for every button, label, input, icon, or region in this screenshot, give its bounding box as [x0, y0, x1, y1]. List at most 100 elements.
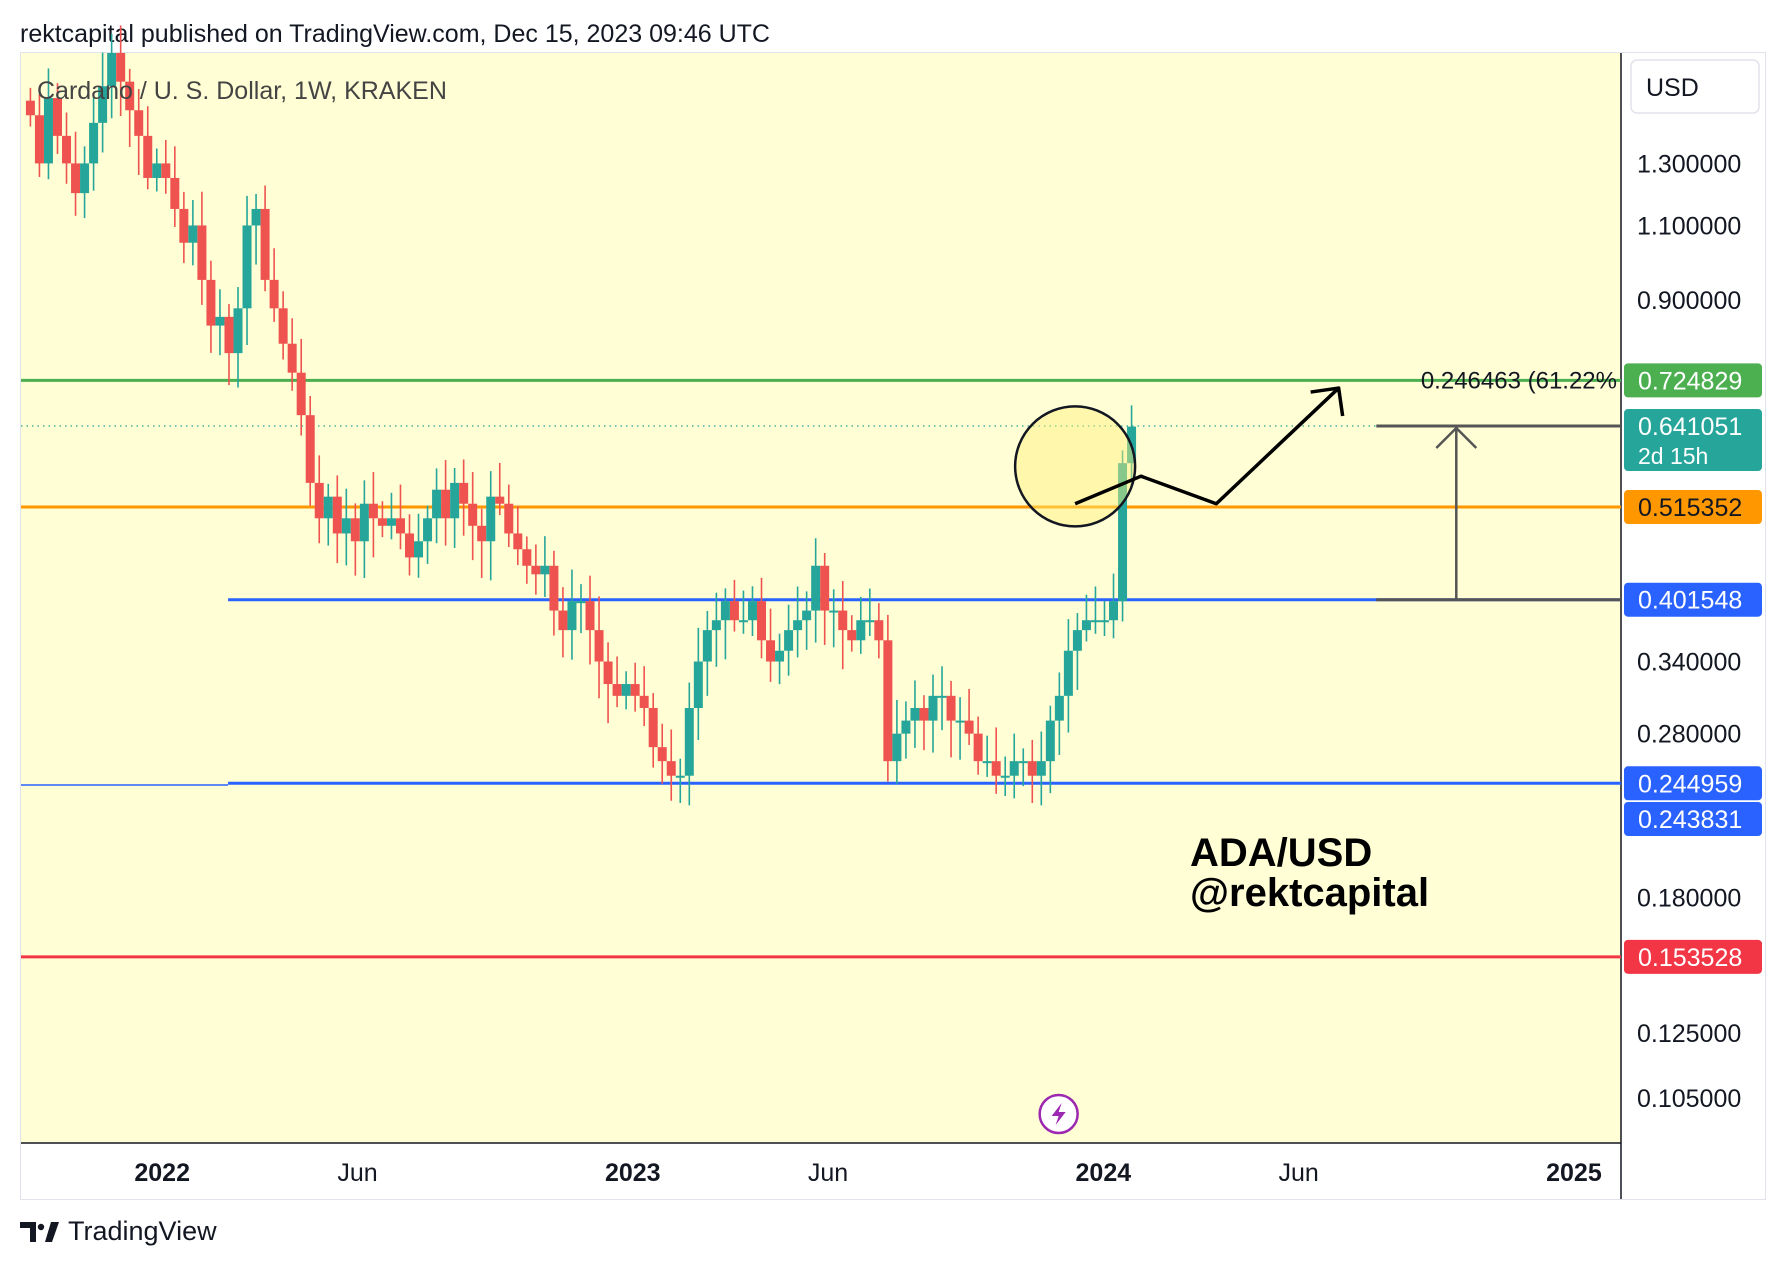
candle-up	[43, 98, 53, 164]
candle-down	[134, 110, 144, 136]
candle-up	[1081, 620, 1091, 631]
candle-up	[423, 518, 433, 542]
candle-down	[377, 518, 387, 526]
current-price-label: 0.641051	[1638, 413, 1742, 441]
candle-down	[368, 503, 378, 519]
candle-down	[206, 279, 216, 326]
chart-frame	[20, 52, 1766, 1200]
candle-down	[838, 610, 848, 631]
candle-down	[170, 177, 180, 209]
blue-range-low-label-box	[1624, 766, 1762, 801]
candle-down	[52, 98, 62, 136]
green-resistance-label: 0.724829	[1638, 367, 1742, 395]
footer-brand: TradingView	[68, 1216, 217, 1246]
price-tick-label: 0.340000	[1637, 649, 1741, 677]
candle-down	[296, 372, 306, 416]
candle-down	[639, 695, 649, 709]
candle-down	[612, 684, 622, 696]
candle-up	[910, 708, 920, 721]
price-tick-label: 1.300000	[1637, 150, 1741, 178]
candle-up	[188, 225, 198, 243]
candle-up	[937, 695, 947, 698]
red-support-label: 0.153528	[1638, 944, 1742, 972]
time-tick-label: 2022	[134, 1159, 190, 1187]
candle-up	[955, 720, 965, 723]
price-axis-background	[1621, 53, 1765, 1199]
candle-up	[386, 518, 396, 526]
candle-down	[531, 565, 541, 575]
highlight-circle	[1013, 405, 1137, 528]
annotation-handle: @rektcapital	[1190, 871, 1429, 915]
blue-range-low-label: 0.244959	[1638, 770, 1742, 798]
candle-down	[820, 565, 830, 611]
tradingview-logo-icon	[20, 1221, 59, 1242]
drawings	[1013, 386, 1621, 1135]
candle-up	[1036, 761, 1046, 776]
symbol-line: Cardano / U. S. Dollar, 1W, KRAKEN	[37, 77, 447, 105]
candle-down	[964, 720, 974, 734]
candle-down	[125, 81, 135, 111]
candle-up	[1009, 761, 1019, 776]
price-tick-label: 0.105000	[1637, 1085, 1741, 1113]
candle-down	[558, 610, 568, 631]
current-price-label-box	[1624, 408, 1762, 471]
candle-down	[269, 279, 279, 309]
candle-down	[459, 482, 469, 504]
candle-up	[1099, 620, 1109, 623]
candle-down	[477, 525, 487, 542]
candle-up	[892, 733, 902, 762]
candle-down	[648, 708, 658, 748]
candle-up	[233, 308, 243, 354]
current-price-countdown: 2d 15h	[1638, 443, 1708, 469]
publisher-line: rektcapital published on TradingView.com…	[20, 20, 770, 48]
candle-down	[729, 601, 739, 621]
candle-up	[486, 496, 496, 542]
candle-up	[793, 620, 803, 631]
candle-up	[432, 489, 442, 519]
candle-up	[98, 86, 108, 123]
candle-down	[71, 163, 81, 194]
currency-label: USD	[1646, 74, 1699, 102]
candle-down	[594, 630, 604, 662]
candle-down	[260, 208, 270, 280]
price-tick-label: 0.180000	[1637, 885, 1741, 913]
candle-down	[657, 747, 667, 762]
time-tick-label: 2023	[605, 1159, 661, 1187]
time-tick-label: Jun	[337, 1159, 377, 1187]
annotation-title: ADA/USD	[1190, 831, 1372, 875]
price-tick-label: 0.900000	[1637, 287, 1741, 315]
candle-down	[973, 733, 983, 762]
candle-down	[946, 695, 956, 721]
candle-down	[666, 761, 676, 776]
time-tick-label: 2024	[1076, 1159, 1132, 1187]
candle-down	[305, 415, 315, 483]
candle-up	[829, 610, 839, 613]
candle-down	[495, 496, 505, 504]
candle-down	[766, 640, 776, 662]
candle-down	[224, 316, 234, 354]
range-low-2-label: 0.243831	[1638, 806, 1742, 834]
candle-up	[1063, 650, 1073, 696]
axes: 1.300000 1.100000 0.900000 0.340000 0.280000…	[134, 150, 1741, 1187]
candle-up	[802, 610, 812, 621]
candle-up	[693, 661, 703, 709]
orange-support-label: 0.515352	[1638, 494, 1742, 522]
projection-arrowhead	[1310, 386, 1345, 417]
blue-range-high-label: 0.401548	[1638, 587, 1742, 615]
candle-down	[34, 115, 44, 164]
candle-up	[1118, 463, 1128, 602]
candle-up	[80, 163, 90, 194]
candle-up	[775, 650, 785, 662]
candle-up	[982, 761, 992, 764]
candle-up	[242, 225, 252, 309]
candle-up	[89, 122, 99, 164]
candle-up	[107, 53, 117, 87]
candle-up	[738, 620, 748, 623]
candle-down	[883, 640, 893, 762]
projection-path	[1074, 386, 1340, 506]
blue-range-high-label-box	[1624, 582, 1762, 617]
candle-up	[811, 565, 821, 611]
candle-up	[1045, 720, 1055, 762]
